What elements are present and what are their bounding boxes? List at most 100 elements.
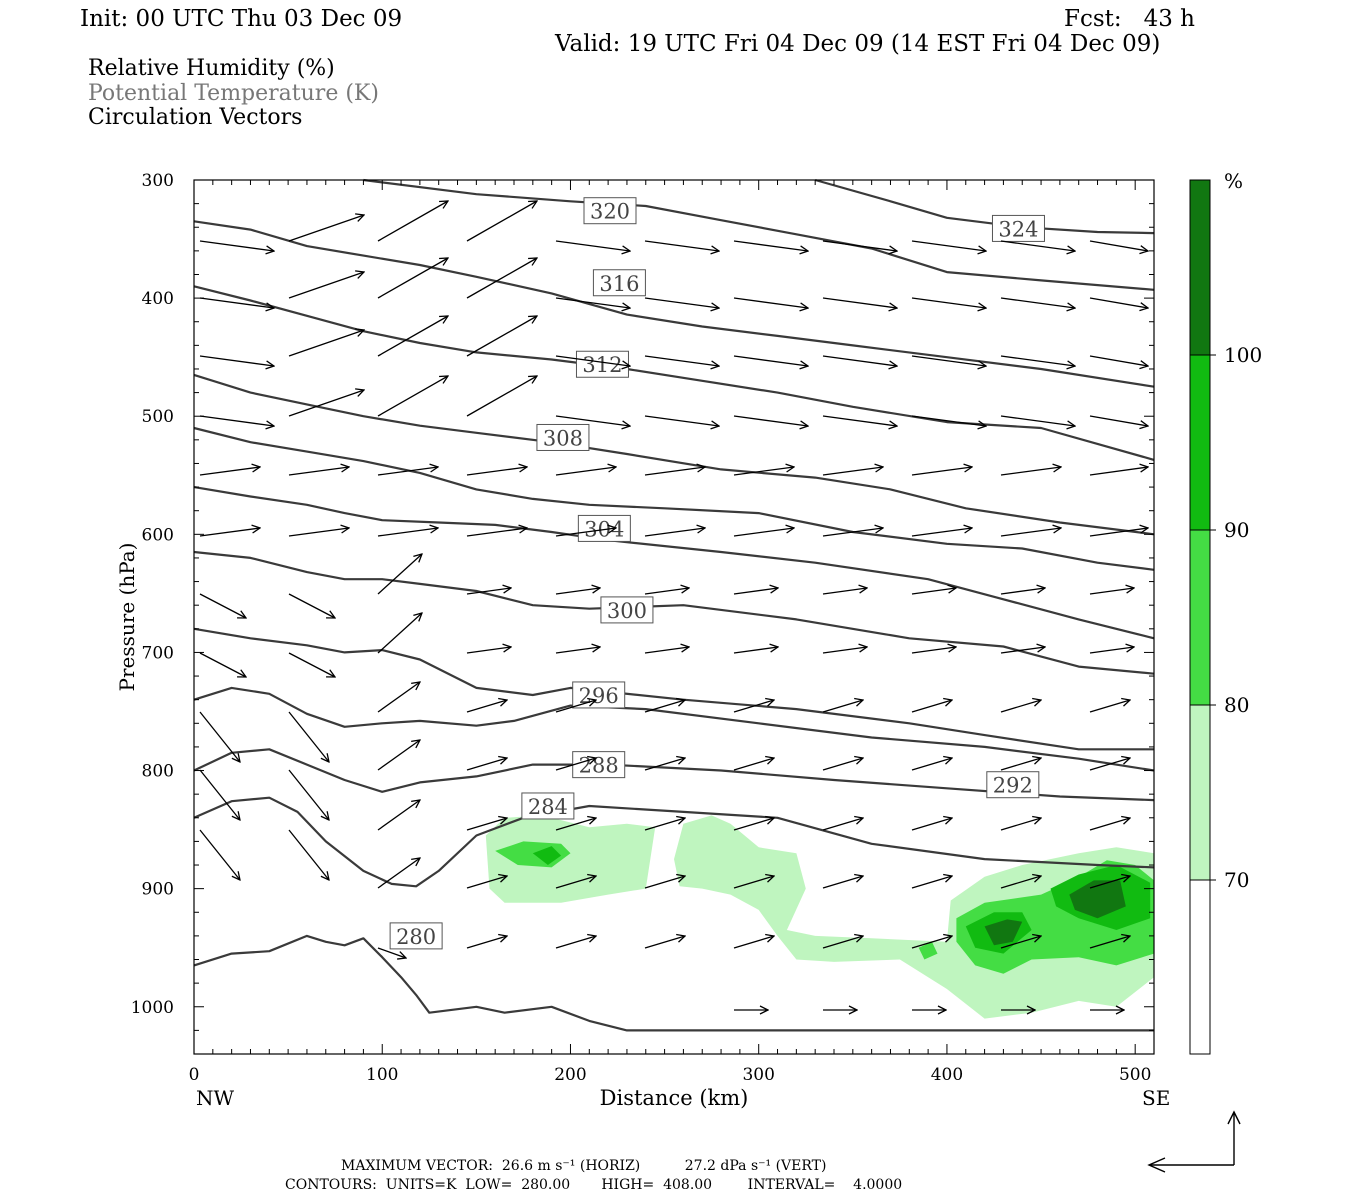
circulation-vector-83 [733, 647, 778, 654]
colorbar-label-70: 70 [1224, 868, 1249, 892]
contour-line-300 [193, 550, 1155, 675]
circulation-vector-74 [911, 588, 956, 595]
contour-line-328 [814, 178, 1155, 235]
rh-area-100-8 [984, 919, 1023, 946]
circulation-vector-27 [644, 355, 719, 366]
circulation-vector-45 [288, 467, 349, 476]
circulation-vector-26 [555, 355, 630, 366]
circulation-vector-73 [822, 588, 867, 595]
circulation-vector-39 [733, 415, 808, 426]
circulation-vector-35 [377, 376, 448, 417]
circulation-vector-32 [1089, 355, 1148, 366]
circulation-vector-66 [199, 593, 246, 618]
contour-label-324: 324 [998, 217, 1038, 241]
circulation-vector-3 [466, 201, 537, 242]
contour-label-box-324 [991, 214, 1045, 242]
circulation-vector-37 [555, 415, 630, 426]
circulation-vector-25 [466, 316, 537, 357]
circulation-vector-56 [288, 528, 349, 537]
circulation-vector-106 [822, 758, 863, 771]
circulation-vector-123 [555, 876, 596, 889]
rh-area-70-1 [674, 815, 1154, 1019]
y-tick-label-700: 700 [142, 643, 174, 663]
contour-line-304 [193, 486, 1155, 640]
colorbar-label-80: 80 [1224, 693, 1249, 717]
circulation-vector-61 [733, 528, 794, 537]
circulation-vector-80 [466, 647, 511, 654]
circulation-vector-33 [199, 415, 274, 426]
rh-area-100-9 [1069, 880, 1126, 919]
circulation-vector-5 [644, 240, 719, 251]
valid-time: Valid: 19 UTC Fri 04 Dec 09 (14 EST Fri … [555, 31, 1161, 57]
circulation-vector-55 [199, 528, 260, 537]
y-tick-label-400: 400 [142, 289, 174, 309]
circulation-vector-86 [1000, 647, 1045, 654]
circulation-vector-85 [911, 647, 956, 654]
rh-area-90-5 [532, 846, 562, 865]
circulation-vector-24 [377, 316, 448, 357]
contour-label-box-292 [986, 771, 1040, 799]
init-time: Init: 00 UTC Thu 03 Dec 09 [80, 6, 403, 32]
circulation-vector-103 [555, 758, 596, 771]
circulation-vector-135 [822, 936, 863, 949]
circulation-vector-60 [644, 528, 705, 537]
footer-contours: CONTOURS: UNITS=K LOW= 280.00 HIGH= 408.… [285, 1177, 903, 1193]
circulation-vector-97 [1000, 700, 1041, 713]
circulation-vector-58 [466, 528, 527, 537]
legend-theta: Potential Temperature (K) [88, 81, 379, 106]
circulation-vector-59 [555, 528, 616, 537]
y-tick-label-500: 500 [142, 407, 174, 427]
y-tick-label-600: 600 [142, 525, 174, 545]
rh-shading [485, 815, 1154, 1019]
circulation-vector-22 [199, 355, 274, 366]
circulation-vector-101 [377, 740, 420, 771]
x-tick-label-0: 0 [189, 1065, 200, 1085]
y-axis-label: Pressure (hPa) [115, 543, 139, 692]
contour-label-box-300 [600, 596, 654, 624]
circulation-vector-133 [644, 936, 685, 949]
circulation-vector-87 [1089, 647, 1134, 654]
contour-line-320 [193, 220, 1155, 388]
circulation-vector-92 [555, 700, 596, 713]
circulation-vector-100 [288, 769, 329, 820]
contour-label-box-284 [521, 792, 575, 820]
circulation-vector-43 [1089, 415, 1148, 426]
circulation-vector-8 [911, 240, 986, 251]
circulation-vector-31 [1000, 355, 1075, 366]
circulation-vector-11 [199, 297, 274, 308]
circulation-vector-78 [288, 652, 335, 677]
circulation-vector-122 [466, 876, 507, 889]
rh-area-70-0 [485, 815, 656, 903]
circulation-vector-36 [466, 376, 537, 417]
circulation-vector-65 [1089, 528, 1148, 537]
contour-label-320: 320 [590, 200, 630, 224]
circulation-vector-41 [911, 415, 986, 426]
circulation-vector-91 [466, 700, 507, 713]
circulation-vector-126 [822, 876, 863, 889]
colorbar-segment-below-70 [1190, 880, 1210, 1054]
circulation-vector-102 [466, 758, 507, 771]
circulation-vector-30 [911, 355, 986, 366]
circulation-vector-42 [1000, 415, 1075, 426]
y-tick-label-900: 900 [142, 880, 174, 900]
colorbar-unit: % [1224, 169, 1243, 193]
circulation-vector-49 [644, 467, 705, 476]
circulation-vector-70 [555, 588, 600, 595]
circulation-vector-12 [288, 272, 364, 299]
circulation-vector-128 [1000, 876, 1041, 889]
circulation-vector-96 [911, 700, 952, 713]
contour-label-308: 308 [543, 426, 583, 450]
x-tick-label-100: 100 [366, 1065, 398, 1085]
circulation-vector-62 [822, 528, 883, 537]
circulation-vector-132 [555, 936, 596, 949]
colorbar-segment-100 [1190, 180, 1210, 355]
circulation-vector-93 [644, 700, 685, 713]
contour-label-box-288 [572, 751, 626, 779]
circulation-vector-10 [1089, 240, 1148, 251]
x-right-endpoint: SE [1142, 1086, 1170, 1110]
colorbar-segment-80 [1190, 530, 1210, 705]
circulation-vector-71 [644, 588, 689, 595]
circulation-vector-68 [377, 554, 422, 595]
